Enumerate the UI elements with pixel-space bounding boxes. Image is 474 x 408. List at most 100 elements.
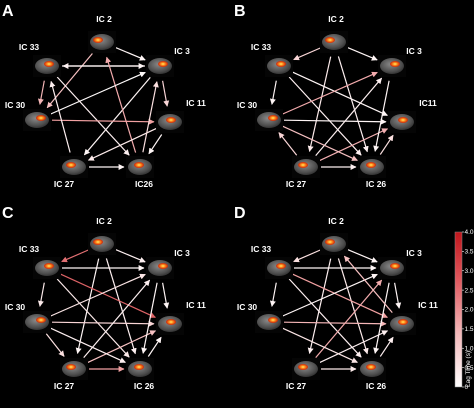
colorbar-tick-label: 2.0 <box>465 307 474 314</box>
activation-blob-icon <box>134 364 144 370</box>
brain-node <box>88 233 116 255</box>
node-label: IC 27 <box>286 381 307 391</box>
edge-arrow <box>49 80 71 153</box>
edge-arrow <box>337 258 369 355</box>
brain-silhouette-icon <box>322 236 346 252</box>
brain-node <box>146 55 174 77</box>
node-label: IC11 <box>419 98 437 108</box>
colorbar-tick-label: 4.0 <box>465 229 474 236</box>
activation-blob-icon <box>166 117 176 123</box>
node-label: IC 11 <box>186 98 206 108</box>
brain-node <box>358 358 386 380</box>
activation-blob-icon <box>398 319 408 325</box>
node-label: IC 26 <box>134 381 155 391</box>
edge-arrow <box>347 47 378 61</box>
activation-blob-icon <box>276 61 286 67</box>
activation-blob-icon <box>390 263 400 269</box>
brain-node <box>378 257 406 279</box>
brain-node <box>88 31 116 53</box>
node-label: IC 3 <box>406 46 422 56</box>
edge-arrow <box>373 282 390 354</box>
panel-d: D IC 2 IC 3 IC 11 IC 26 IC 27 IC 30 IC 33 <box>234 205 438 391</box>
edge-arrow <box>379 336 394 357</box>
activation-blob-icon <box>66 162 76 168</box>
node-label: IC26 <box>135 179 153 189</box>
activation-blob-icon <box>276 263 286 269</box>
edges <box>37 249 170 372</box>
brain-node <box>156 313 184 335</box>
node-label: IC 27 <box>286 179 307 189</box>
brain-silhouette-icon <box>257 314 281 330</box>
colorbar-tick-label: 3.5 <box>465 249 474 256</box>
node-label: IC 27 <box>54 381 75 391</box>
edge-arrow <box>141 282 158 354</box>
node-label: IC 33 <box>19 244 40 254</box>
brain-silhouette-icon <box>322 34 346 50</box>
node-label: IC 3 <box>174 46 190 56</box>
activation-blob-icon <box>36 317 46 323</box>
edge-arrow <box>61 249 89 263</box>
edge-arrow <box>337 56 369 153</box>
activation-blob-icon <box>134 162 144 168</box>
node-label: IC 27 <box>54 179 75 189</box>
activation-blob-icon <box>268 317 278 323</box>
edge-arrow <box>83 77 151 156</box>
edge-arrow <box>379 134 394 155</box>
panel-b: B IC 2 IC 3 IC11 IC 26 IC 27 IC 30 IC 33 <box>234 3 437 189</box>
node-label: IC 30 <box>237 100 258 110</box>
edge-arrow <box>51 118 155 125</box>
node-label: IC 33 <box>19 42 40 52</box>
panel-letter: C <box>2 205 14 222</box>
edge-arrow <box>83 279 151 358</box>
brain-node <box>23 311 51 333</box>
colorbar-tick-label: 2.5 <box>465 287 474 294</box>
brain-node <box>320 233 348 255</box>
edge-arrow <box>394 282 402 309</box>
brain-silhouette-icon <box>25 112 49 128</box>
activation-blob-icon <box>66 364 76 370</box>
edge-arrow <box>283 118 387 125</box>
activation-blob-icon <box>366 162 376 168</box>
brain-node <box>378 55 406 77</box>
edge-arrow <box>319 128 389 162</box>
edge-arrow <box>50 327 126 363</box>
edge-arrow <box>46 53 93 109</box>
edge-arrow <box>87 330 157 364</box>
brain-node <box>23 109 51 131</box>
brain-node <box>292 358 320 380</box>
node-label: IC 2 <box>328 14 344 24</box>
edge-arrow <box>115 47 146 61</box>
edge-arrow <box>269 282 277 307</box>
panel-letter: B <box>234 3 246 20</box>
brain-node <box>60 156 88 178</box>
edge-arrow <box>292 273 388 318</box>
brain-node <box>255 311 283 333</box>
edge-arrow <box>283 320 387 327</box>
brain-node <box>292 156 320 178</box>
edge-arrow <box>319 330 389 364</box>
node-label: IC 3 <box>174 248 190 258</box>
edge-arrow <box>60 273 156 318</box>
activation-blob-icon <box>44 263 54 269</box>
edge-arrow <box>292 71 388 116</box>
edge-arrow <box>269 80 277 105</box>
brain-node <box>255 109 283 131</box>
activation-blob-icon <box>36 115 46 121</box>
activation-blob-icon <box>93 239 103 245</box>
activation-blob-icon <box>390 61 400 67</box>
brain-node <box>388 313 416 335</box>
activation-blob-icon <box>366 364 376 370</box>
node-label: IC 30 <box>5 100 26 110</box>
edge-arrow <box>45 333 65 357</box>
panel-letter: D <box>234 205 246 222</box>
activation-blob-icon <box>398 117 408 123</box>
edge-arrow <box>148 134 163 155</box>
edge-arrow <box>50 273 146 317</box>
edge-arrow <box>343 255 393 313</box>
brain-node <box>33 257 61 279</box>
activation-blob-icon <box>44 61 54 67</box>
brain-silhouette-icon <box>257 112 281 128</box>
colorbar-tick-label: 3.0 <box>465 268 474 275</box>
activation-blob-icon <box>158 263 168 269</box>
edge-arrow <box>50 71 146 115</box>
